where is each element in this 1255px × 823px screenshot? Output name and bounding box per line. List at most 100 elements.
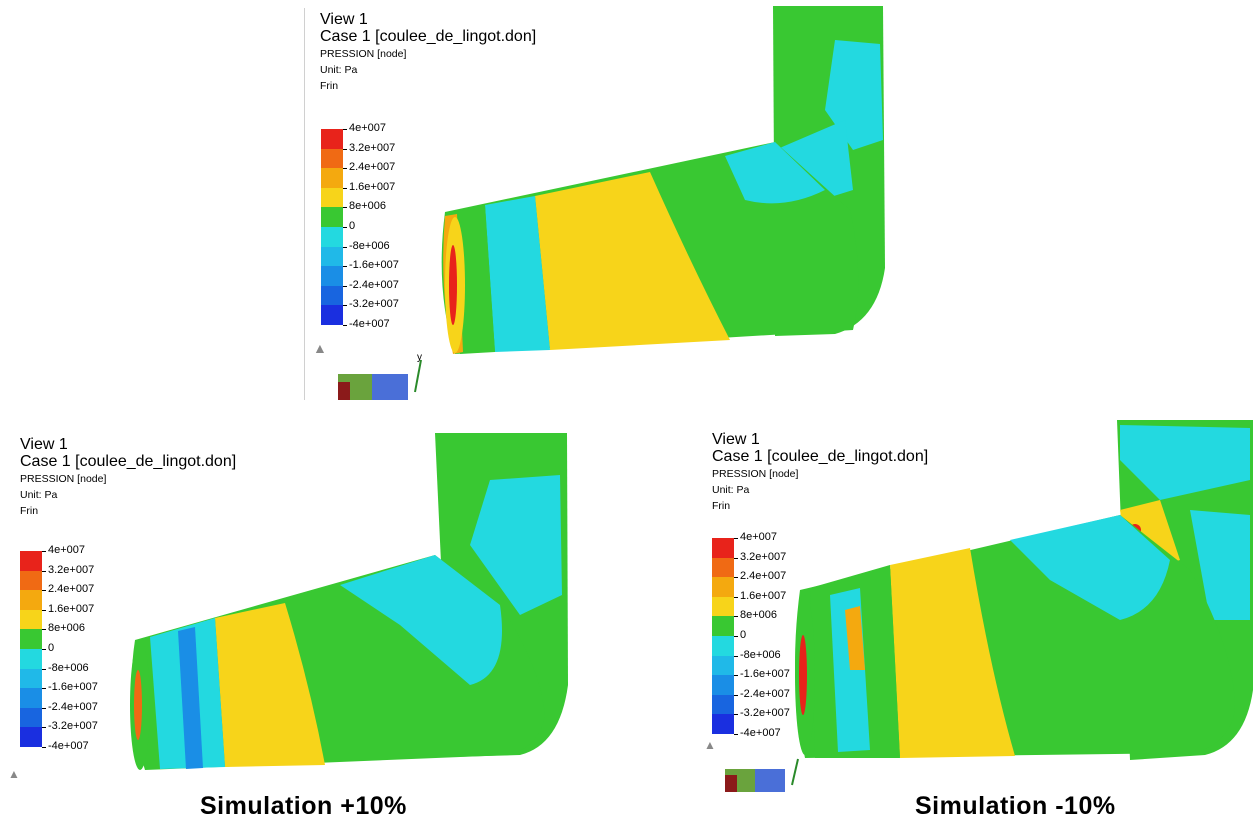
legend-swatch [20,570,42,591]
legend-tick [734,577,738,579]
legend-tick [343,227,347,228]
legend-swatch [712,675,734,695]
legend-tick [343,285,347,287]
legend-label: 2.4e+007 [48,583,95,596]
legend-swatch [20,668,42,689]
legend-label: -4e+007 [349,318,390,330]
legend-label: 3.2e+007 [349,141,396,154]
legend-label: 2.4e+007 [349,161,396,174]
legend-swatch [20,551,42,571]
legend-swatch [321,246,343,267]
legend-tick [343,168,347,170]
legend-label: -2.4e+007 [740,687,790,700]
legend-label: -4e+007 [740,727,781,739]
legend-tick [42,609,46,611]
legend-tick [734,714,738,716]
legend-swatch [20,629,42,649]
legend-swatch [712,636,734,656]
unit-label: Unit: Pa [320,63,358,76]
frin-label: Frin [712,500,731,513]
legend-label: 0 [48,642,55,654]
legend-swatch [321,285,343,306]
legend-tick [734,655,738,657]
legend-swatch [20,590,42,610]
legend-label: -2.4e+007 [349,278,399,291]
legend-label: 4e+007 [349,122,387,134]
legend-label: -3.2e+007 [349,298,399,311]
legend-label: -1.6e+007 [349,259,399,272]
legend-label: 4e+007 [740,531,778,543]
legend-swatch [321,227,343,247]
legend-label: 0 [349,220,356,232]
legend-tick [343,129,347,130]
legend-label: -3.2e+007 [740,707,790,720]
caption-plus-10: Simulation +10% [200,792,407,820]
legend-swatch [321,168,343,188]
legend-swatch [712,557,734,578]
axis-y-label: y [417,352,422,363]
legend-swatch [20,727,42,747]
legend-label: 1.6e+007 [48,602,95,615]
legend-tick [343,325,347,326]
legend-tick [42,570,46,572]
field-label: PRESSION [node] [20,472,107,485]
caption-minus-10: Simulation -10% [915,792,1116,820]
legend-label: 1.6e+007 [740,589,787,602]
legend-swatch [20,688,42,708]
color-legend: 4e+007 3.2e+007 2.4e+007 1.6e+007 8e+006 0 -8e… [321,122,451,334]
legend-label: 8e+006 [48,622,86,635]
legend-swatch [712,655,734,676]
legend-tick [42,707,46,709]
legend-swatch [321,266,343,286]
legend-tick [42,629,46,631]
case-label: Case 1 [coulee_de_lingot.don] [320,27,537,45]
color-legend: 4e+007 3.2e+007 2.4e+007 1.6e+007 8e+006 0 -8e… [20,544,150,756]
legend-swatch [712,538,734,558]
legend-label: 0 [740,629,747,641]
panel-divider [304,8,305,400]
legend-swatch [321,305,343,325]
axis-triad-icon[interactable] [722,755,802,792]
legend-swatch [20,707,42,728]
home-arrow-icon[interactable]: ▲ [8,767,20,781]
legend-tick [734,694,738,696]
legend-swatch [321,129,343,149]
legend-swatch [712,596,734,617]
pressure-contour-model [130,433,568,770]
legend-label: 3.2e+007 [740,550,787,563]
home-arrow-icon[interactable]: ▲ [704,738,716,752]
home-arrow-icon[interactable]: ▲ [313,340,327,356]
legend-swatch [712,577,734,597]
legend-tick [42,551,46,552]
color-legend: 4e+007 3.2e+007 2.4e+007 1.6e+007 8e+006 0 -8e… [712,531,842,743]
legend-tick [343,148,347,150]
frin-label: Frin [320,80,339,93]
legend-label: 1.6e+007 [349,180,396,193]
case-label: Case 1 [coulee_de_lingot.don] [712,447,929,465]
legend-tick [42,649,46,650]
panel-top: View 1 Case 1 [coulee_de_lingot.don] PRE… [305,0,925,402]
view-label: View 1 [20,436,68,453]
legend-label: 8e+006 [349,200,387,213]
legend-label: -4e+007 [48,740,89,752]
legend-tick [734,636,738,637]
axis-triad-icon[interactable]: y [335,352,425,400]
legend-swatch [712,714,734,734]
legend-tick [734,557,738,559]
legend-tick [42,747,46,748]
unit-label: Unit: Pa [712,483,750,496]
legend-label: -2.4e+007 [48,700,98,713]
legend-tick [42,668,46,670]
legend-label: -1.6e+007 [740,668,790,681]
legend-label: -8e+006 [48,661,89,674]
legend-label: 8e+006 [740,609,778,622]
legend-tick [734,675,738,677]
legend-tick [343,207,347,209]
legend-swatch [20,649,42,669]
legend-swatch [321,148,343,169]
legend-label: -3.2e+007 [48,720,98,733]
legend-label: 4e+007 [48,544,86,556]
legend-tick [343,305,347,307]
panel-bottom-right: View 1 Case 1 [coulee_de_lingot.don] PRE… [690,420,1255,792]
legend-tick [42,727,46,729]
